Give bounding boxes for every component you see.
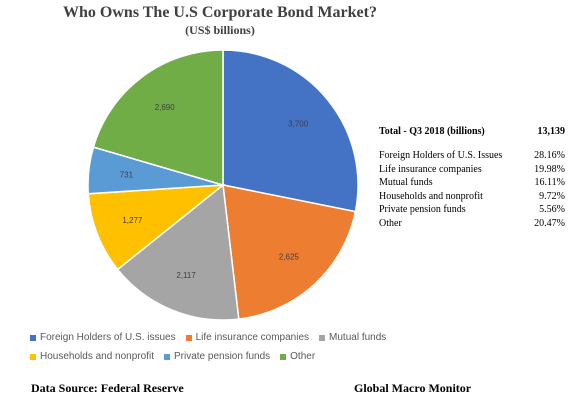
summary-row-value: 19.98% [534,163,565,175]
summary-header: Total - Q3 2018 (billions) 13,139 [379,126,565,137]
legend-label: Foreign Holders of U.S. issues [40,332,176,343]
legend-label: Other [290,351,316,362]
legend-item: Households and nonprofit [30,351,154,362]
legend-swatch [163,353,170,360]
summary-table: Total - Q3 2018 (billions) 13,139 Foreig… [379,126,565,230]
summary-row-value: 20.47% [534,217,565,229]
summary-row-value: 9.72% [539,190,565,202]
legend-item: Other [280,351,315,362]
slice-value-label: 3,700 [288,119,309,128]
summary-row-value: 5.56% [539,204,565,215]
brand-credit: Global Macro Monitor [354,381,472,395]
chart-subtitle: (US$ billions) [185,23,255,37]
summary-row-label: Private pension funds [379,204,466,215]
summary-row-value: 16.11% [534,177,565,188]
summary-header-value: 13,139 [537,126,566,137]
pie-slice [87,184,226,271]
summary-row: Life insurance companies 19.98% [379,163,565,177]
summary-row-label: Other [379,217,402,229]
slice-value-label: 1,277 [122,216,143,225]
summary-row-value: 28.16% [534,150,565,161]
summary-row: Foreign Holders of U.S. Issues 28.16% [379,149,565,163]
summary-row-label: Foreign Holders of U.S. Issues [379,150,503,161]
summary-row: Private pension funds 5.56% [379,203,565,217]
chart-title: Who Owns The U.S Corporate Bond Market? [63,4,377,21]
pie-slice [222,184,357,320]
legend-item: Foreign Holders of U.S. issues [30,332,176,343]
summary-row: Mutual funds 16.11% [379,176,565,190]
legend-label: Private pension funds [173,351,271,362]
slice-value-label: 731 [120,170,134,179]
chart-legend: Foreign Holders of U.S. issues Life insur… [30,332,450,362]
legend-label: Households and nonprofit [40,351,154,362]
pie-slice [116,183,240,321]
summary-row-label: Households and nonprofit [379,190,483,202]
slice-value-label: 2,625 [279,252,300,261]
slice-value-label: 2,117 [176,271,196,280]
legend-label: Mutual funds [329,332,387,343]
legend-swatch [185,334,192,341]
legend-item: Private pension funds [163,351,271,362]
legend-swatch [280,353,287,360]
summary-header-label: Total - Q3 2018 (billions) [379,126,485,137]
legend-swatch [319,334,326,341]
pie-slice [222,49,359,213]
legend-swatch [30,334,36,341]
pie-slice [92,49,224,187]
legend-item: Mutual funds [319,332,386,343]
legend-swatch [30,353,36,360]
summary-row-label: Life insurance companies [379,163,482,175]
data-source: Data Source: Federal Reserve [31,381,184,395]
summary-row: Households and nonprofit 9.72% [379,190,565,204]
summary-row: Other 20.47% [379,217,565,231]
legend-label: Life insurance companies [195,332,310,343]
legend-item: Life insurance companies [185,332,310,343]
slice-value-label: 2,690 [155,103,176,112]
summary-row-label: Mutual funds [379,177,433,188]
